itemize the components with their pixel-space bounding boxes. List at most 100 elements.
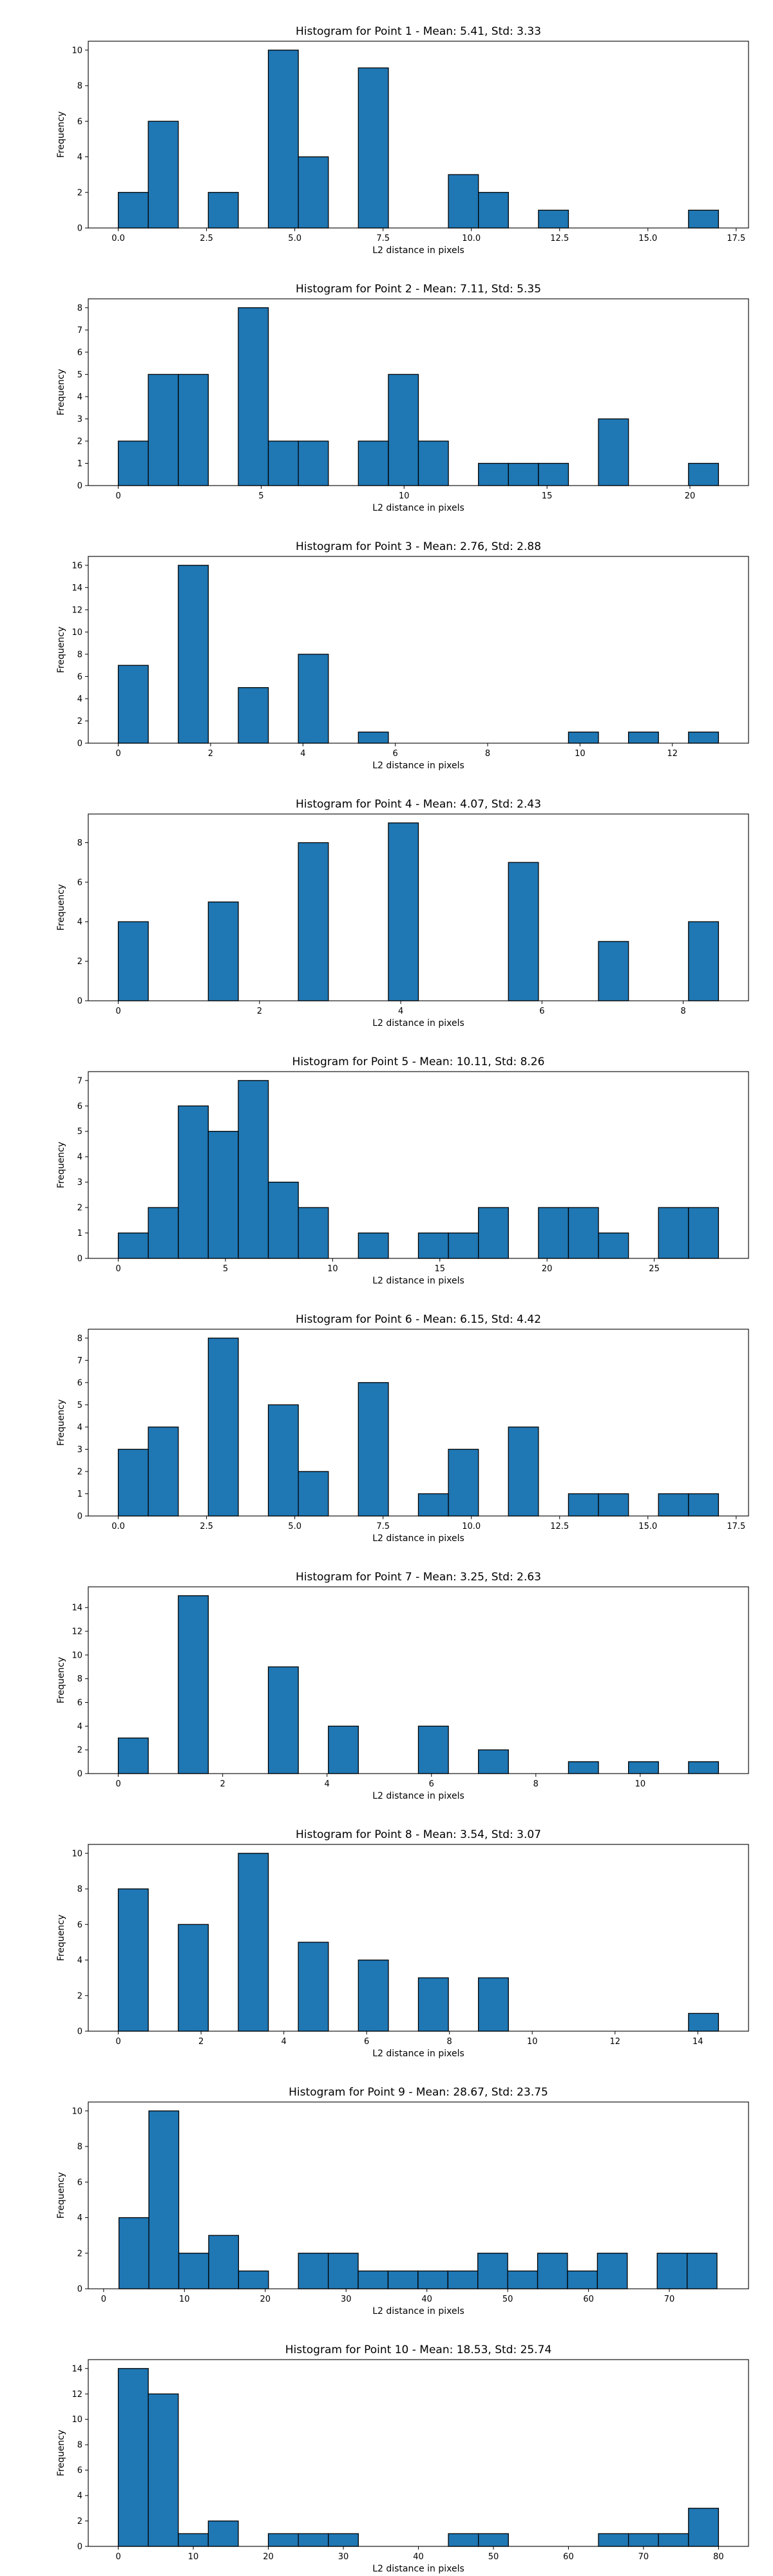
histogram-bar bbox=[178, 1924, 209, 2032]
y-tick-label: 14 bbox=[72, 583, 82, 593]
x-tick-label: 4 bbox=[282, 2037, 287, 2047]
y-tick-label: 14 bbox=[72, 2364, 82, 2374]
y-tick-label: 12 bbox=[72, 605, 82, 615]
y-tick-label: 10 bbox=[72, 2107, 82, 2116]
chart-title: Histogram for Point 8 - Mean: 3.54, Std:… bbox=[296, 1828, 541, 1841]
y-tick-label: 6 bbox=[77, 1378, 82, 1388]
axes-frame bbox=[88, 1844, 749, 2032]
histogram-bar bbox=[298, 1942, 329, 2032]
histogram-bar bbox=[417, 1977, 449, 2032]
histogram-panel-4: Histogram for Point 4 - Mean: 4.07, Std:… bbox=[56, 798, 749, 1028]
x-tick-label: 5.0 bbox=[288, 1522, 301, 1531]
chart-title: Histogram for Point 7 - Mean: 3.25, Std:… bbox=[296, 1571, 541, 1584]
y-tick-label: 10 bbox=[72, 1849, 82, 1859]
histogram-bar bbox=[688, 921, 720, 1001]
y-tick-label: 2 bbox=[77, 717, 82, 726]
histogram-bar bbox=[537, 2253, 568, 2289]
chart-title: Histogram for Point 9 - Mean: 28.67, Std… bbox=[289, 2086, 548, 2099]
histogram-bar bbox=[178, 2533, 209, 2547]
x-tick-label: 2 bbox=[220, 1779, 225, 1789]
x-axis-label: L2 distance in pixels bbox=[372, 2564, 464, 2574]
histogram-bar bbox=[117, 192, 149, 229]
axes-frame bbox=[88, 556, 749, 744]
x-tick-label: 6 bbox=[364, 2037, 369, 2047]
x-tick-label: 12 bbox=[609, 2037, 620, 2047]
y-tick-label: 0 bbox=[77, 2285, 82, 2295]
y-tick-label: 0 bbox=[77, 997, 82, 1007]
histogram-bar bbox=[598, 2533, 629, 2547]
x-tick-label: 10 bbox=[179, 2295, 190, 2304]
x-axis-label: L2 distance in pixels bbox=[372, 245, 464, 256]
x-tick-label: 10 bbox=[188, 2552, 199, 2562]
x-tick-label: 20 bbox=[260, 2295, 271, 2304]
histogram-bar bbox=[688, 462, 720, 486]
x-tick-label: 10.0 bbox=[462, 1522, 481, 1531]
y-tick-label: 8 bbox=[77, 2441, 82, 2450]
x-tick-label: 0 bbox=[101, 2295, 106, 2304]
bar-group bbox=[117, 1595, 720, 1774]
chart-title: Histogram for Point 2 - Mean: 7.11, Std:… bbox=[296, 283, 541, 296]
y-tick-label: 4 bbox=[77, 1423, 82, 1432]
x-tick-label: 20 bbox=[542, 1264, 553, 1274]
x-tick-label: 5 bbox=[223, 1264, 228, 1274]
bar-group bbox=[117, 50, 720, 229]
x-tick-label: 25 bbox=[649, 1264, 660, 1274]
histogram-bar bbox=[478, 1207, 509, 1259]
axes-frame bbox=[88, 1071, 749, 1259]
histogram-bar bbox=[117, 921, 149, 1001]
x-tick-label: 50 bbox=[488, 2552, 499, 2562]
axes-frame bbox=[88, 298, 749, 486]
histogram-panel-2: Histogram for Point 2 - Mean: 7.11, Std:… bbox=[56, 283, 749, 513]
x-tick-label: 80 bbox=[713, 2552, 724, 2562]
y-tick-label: 5 bbox=[77, 370, 82, 380]
x-tick-label: 14 bbox=[692, 2037, 703, 2047]
x-tick-label: 8 bbox=[447, 2037, 452, 2047]
y-tick-label: 2 bbox=[77, 1204, 82, 1213]
chart-title: Histogram for Point 1 - Mean: 5.41, Std:… bbox=[296, 25, 541, 38]
x-tick-label: 6 bbox=[539, 1007, 544, 1016]
histogram-bar bbox=[358, 1959, 389, 2032]
histogram-bar bbox=[298, 1471, 329, 1517]
histogram-bar bbox=[568, 732, 599, 744]
x-tick-label: 40 bbox=[413, 2552, 424, 2562]
x-axis-label: L2 distance in pixels bbox=[372, 1533, 464, 1544]
histogram-bar bbox=[478, 1749, 509, 1774]
y-tick-label: 1 bbox=[77, 1229, 82, 1238]
axes-frame bbox=[88, 1329, 749, 1517]
histogram-bar bbox=[267, 1404, 299, 1517]
histogram-bar bbox=[298, 654, 329, 744]
histogram-bar bbox=[117, 2368, 149, 2547]
histogram-bar bbox=[417, 2270, 448, 2289]
y-tick-label: 8 bbox=[77, 2143, 82, 2152]
histogram-bar bbox=[238, 307, 269, 486]
histogram-bar bbox=[117, 1888, 149, 2032]
histogram-bar bbox=[417, 440, 449, 486]
y-tick-label: 6 bbox=[77, 117, 82, 127]
y-tick-label: 4 bbox=[77, 694, 82, 704]
histogram-bar bbox=[598, 941, 629, 1001]
axes-frame bbox=[88, 41, 749, 229]
x-tick-label: 0 bbox=[115, 1264, 120, 1274]
y-tick-label: 4 bbox=[77, 2213, 82, 2223]
x-tick-label: 4 bbox=[325, 1779, 330, 1789]
chart-title: Histogram for Point 10 - Mean: 18.53, St… bbox=[285, 2344, 552, 2356]
y-tick-label: 8 bbox=[77, 82, 82, 91]
y-tick-label: 6 bbox=[77, 1102, 82, 1112]
histogram-panel-10: Histogram for Point 10 - Mean: 18.53, St… bbox=[56, 2344, 749, 2574]
histogram-bar bbox=[598, 418, 629, 486]
histogram-bar bbox=[358, 2270, 389, 2289]
histogram-bar bbox=[178, 565, 209, 744]
histogram-bar bbox=[117, 665, 149, 744]
histogram-bar bbox=[298, 1207, 329, 1259]
x-axis-label: L2 distance in pixels bbox=[372, 761, 464, 771]
x-tick-label: 0 bbox=[115, 1007, 120, 1016]
histogram-bar bbox=[627, 2533, 659, 2547]
axes-frame bbox=[88, 1586, 749, 1774]
chart-title: Histogram for Point 6 - Mean: 6.15, Std:… bbox=[296, 1313, 541, 1326]
x-tick-label: 0 bbox=[115, 491, 120, 501]
histogram-bar bbox=[178, 1105, 209, 1259]
histogram-bar bbox=[688, 1207, 720, 1259]
histogram-panel-1: Histogram for Point 1 - Mean: 5.41, Std:… bbox=[56, 25, 749, 256]
y-tick-label: 5 bbox=[77, 1401, 82, 1410]
